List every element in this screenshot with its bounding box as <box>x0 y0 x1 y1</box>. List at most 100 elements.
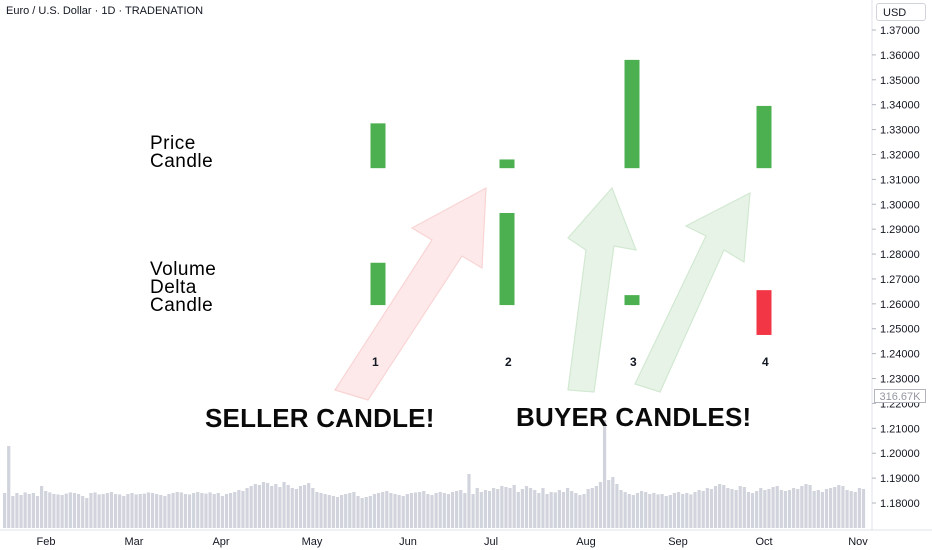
price-tick-label: 1.35000 <box>880 75 920 87</box>
volume-bar <box>779 490 783 528</box>
volume-bars <box>3 420 866 528</box>
price-candle-label: Price Candle <box>150 134 214 172</box>
volume-bar <box>393 494 397 528</box>
volume-bar <box>672 493 677 528</box>
volume-bar <box>500 486 504 528</box>
volume-bar <box>627 494 631 528</box>
time-tick-label: Mar <box>125 536 144 548</box>
volume-bar <box>339 495 344 528</box>
volume-bar <box>845 490 849 528</box>
volume-bar <box>294 489 298 528</box>
volume-bar <box>302 485 307 528</box>
seller-candle-caption: SELLER CANDLE! <box>205 403 435 433</box>
volume-bar <box>849 491 853 528</box>
volume-bar <box>381 492 385 528</box>
volume-bar <box>524 486 529 528</box>
volume-bar <box>586 489 590 528</box>
volume-bar <box>278 487 282 528</box>
volume-bar <box>792 488 796 528</box>
volume-bar <box>479 492 483 528</box>
volume-bar <box>676 492 681 528</box>
volume-bar <box>44 491 48 528</box>
volume-bar <box>557 490 561 528</box>
volume-bar <box>241 491 245 528</box>
volume-bar <box>808 485 812 528</box>
buyer-candles-caption: BUYER CANDLES! <box>516 402 752 432</box>
volume-bar <box>861 489 866 528</box>
volume-bar <box>64 493 68 528</box>
volume-bar <box>105 493 109 528</box>
volume-bar <box>520 489 525 528</box>
volume-bar <box>208 492 212 528</box>
volume-bar <box>15 493 19 528</box>
volume-bar <box>196 492 200 528</box>
volume-bar <box>224 494 229 528</box>
volume-bar <box>113 494 118 528</box>
volume-bar <box>27 494 31 528</box>
price-axis: 1.37000 1.36000 1.35000 1.34000 1.33000 1.320… <box>871 0 920 530</box>
volume-bar <box>85 498 89 528</box>
volume-bar <box>705 488 709 528</box>
volume-bar <box>163 496 167 528</box>
volume-bar <box>635 493 640 528</box>
volume-bar <box>155 494 159 528</box>
volume-bar <box>360 498 364 528</box>
volume-bar <box>352 492 356 528</box>
volume-bar <box>446 494 451 528</box>
price-tick-label: 1.23000 <box>880 374 920 386</box>
volume-bar <box>689 494 693 528</box>
time-tick-label: Sep <box>668 536 688 548</box>
volume-bar <box>364 497 368 528</box>
volume-bar <box>722 485 726 528</box>
volume-bar <box>590 488 594 528</box>
time-axis: Feb Mar Apr May Jun Jul Aug Sep Oct Nov <box>0 529 932 548</box>
volume-bar <box>549 492 553 528</box>
chart-title: Euro / U.S. Dollar · 1D · TRADENATION <box>6 5 204 17</box>
volume-bar <box>438 492 442 528</box>
time-tick-label: Jul <box>484 536 498 548</box>
volume-bar <box>204 493 208 528</box>
volume-bar <box>216 493 220 528</box>
volume-bar <box>787 490 792 528</box>
price-tick-label: 1.24000 <box>880 349 920 361</box>
volume-bar <box>738 486 742 528</box>
volume-bar <box>60 495 64 528</box>
volume-bar <box>463 493 467 528</box>
volume-bar <box>409 493 414 528</box>
volume-bar <box>3 493 7 528</box>
volume-bar <box>192 493 196 528</box>
volume-bar <box>726 488 730 528</box>
currency-selector[interactable]: USD <box>876 3 926 21</box>
volume-bar <box>56 494 60 528</box>
volume-bar <box>270 486 274 528</box>
volume-bar <box>492 488 496 528</box>
volume-bar <box>746 492 751 528</box>
time-tick-label: Apr <box>212 536 229 548</box>
volume-bar <box>200 493 204 528</box>
volume-bar <box>541 488 545 528</box>
volume-bar <box>664 496 668 528</box>
volume-bar <box>212 494 216 528</box>
volume-bar <box>134 494 138 528</box>
volume-bar <box>109 492 114 528</box>
volume-bar <box>274 484 278 528</box>
volume-bar <box>730 489 734 528</box>
volume-bar <box>623 492 627 528</box>
volume-bar <box>820 492 825 528</box>
time-tick-label: Jun <box>399 536 417 548</box>
buyer-arrow-1 <box>567 186 637 393</box>
volume-bar <box>701 491 705 528</box>
volume-bar <box>475 488 479 528</box>
volume-bar <box>229 493 233 528</box>
volume-bar <box>718 484 722 528</box>
volume-bar <box>496 489 500 528</box>
volume-bar <box>631 495 635 528</box>
volume-bar <box>422 491 426 528</box>
price-candle-label-line-2: Candle <box>150 151 214 172</box>
volume-bar <box>713 486 718 528</box>
volume-bar <box>150 493 155 528</box>
volume-bar <box>389 493 393 528</box>
volume-bar <box>298 486 303 528</box>
volume-delta-candle-1 <box>370 262 386 306</box>
